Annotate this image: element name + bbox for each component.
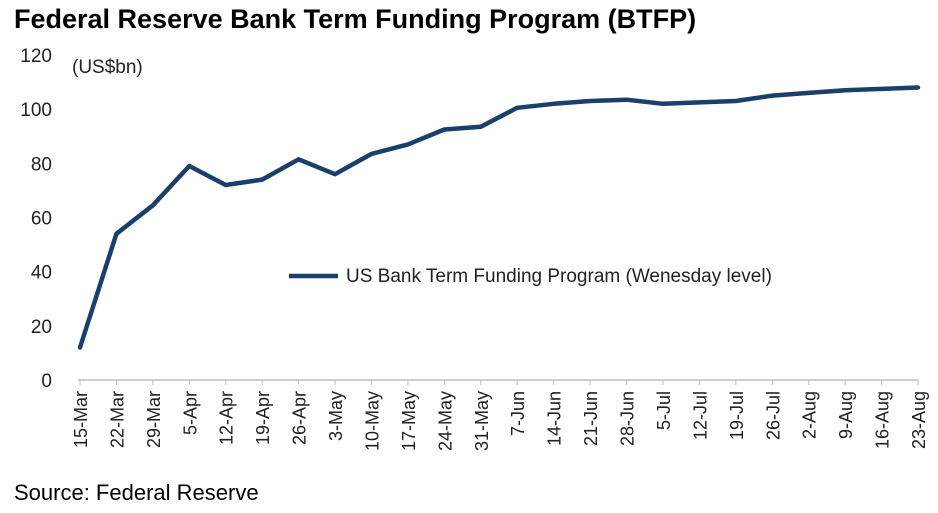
x-tick-label: 28-Jun [618, 391, 638, 446]
x-tick-label: 24-May [435, 391, 455, 451]
y-tick-label: 20 [31, 317, 52, 338]
series-line-btfp [77, 85, 921, 350]
x-tick-label: 26-Apr [290, 391, 310, 445]
x-tick-label: 14-Jun [545, 391, 565, 446]
x-tick-label: 21-Jun [581, 391, 601, 446]
x-tick-label: 7-Jun [508, 391, 528, 436]
x-tick-label: 26-Jul [763, 391, 783, 440]
x-tick-label: 9-Aug [836, 391, 856, 439]
x-tick-label: 10-May [362, 391, 382, 451]
x-tick-label: 5-Apr [180, 391, 200, 435]
x-tick-label: 17-May [399, 391, 419, 451]
y-tick-label: 60 [31, 209, 52, 230]
y-tick-label: 0 [41, 371, 52, 392]
x-tick-label: 23-Aug [909, 391, 929, 449]
x-tick-label: 12-Jul [690, 391, 710, 440]
x-tick-label: 15-Mar [71, 391, 91, 448]
y-tick-label: 120 [20, 46, 52, 67]
x-tick-label: 19-Apr [253, 391, 273, 445]
x-axis-ticks: 15-Mar 22-Mar 29-Mar 5-Apr 12-Apr 19-Apr 26-Ap… [71, 380, 929, 451]
y-unit-label: (US$bn) [72, 57, 143, 78]
chart-title: Federal Reserve Bank Term Funding Progra… [14, 4, 697, 34]
x-tick-label: 19-Jul [727, 391, 747, 440]
x-tick-label: 12-Apr [217, 391, 237, 445]
y-tick-label: 80 [31, 154, 52, 175]
legend: US Bank Term Funding Program (Wenesday l… [289, 266, 772, 287]
x-tick-label: 22-Mar [107, 391, 127, 448]
legend-label: US Bank Term Funding Program (Wenesday l… [346, 266, 772, 287]
x-tick-label: 5-Jul [654, 391, 674, 430]
x-tick-label: 2-Aug [800, 391, 820, 439]
x-tick-label: 31-May [472, 391, 492, 451]
source-note: Source: Federal Reserve [14, 480, 259, 505]
y-tick-label: 40 [31, 263, 52, 284]
y-axis-ticks: 0 20 40 60 80 100 120 [20, 46, 52, 392]
x-tick-label: 3-May [326, 391, 346, 441]
x-tick-label: 16-Aug [873, 391, 893, 449]
x-tick-label: 29-Mar [144, 391, 164, 448]
y-tick-label: 100 [20, 100, 52, 121]
